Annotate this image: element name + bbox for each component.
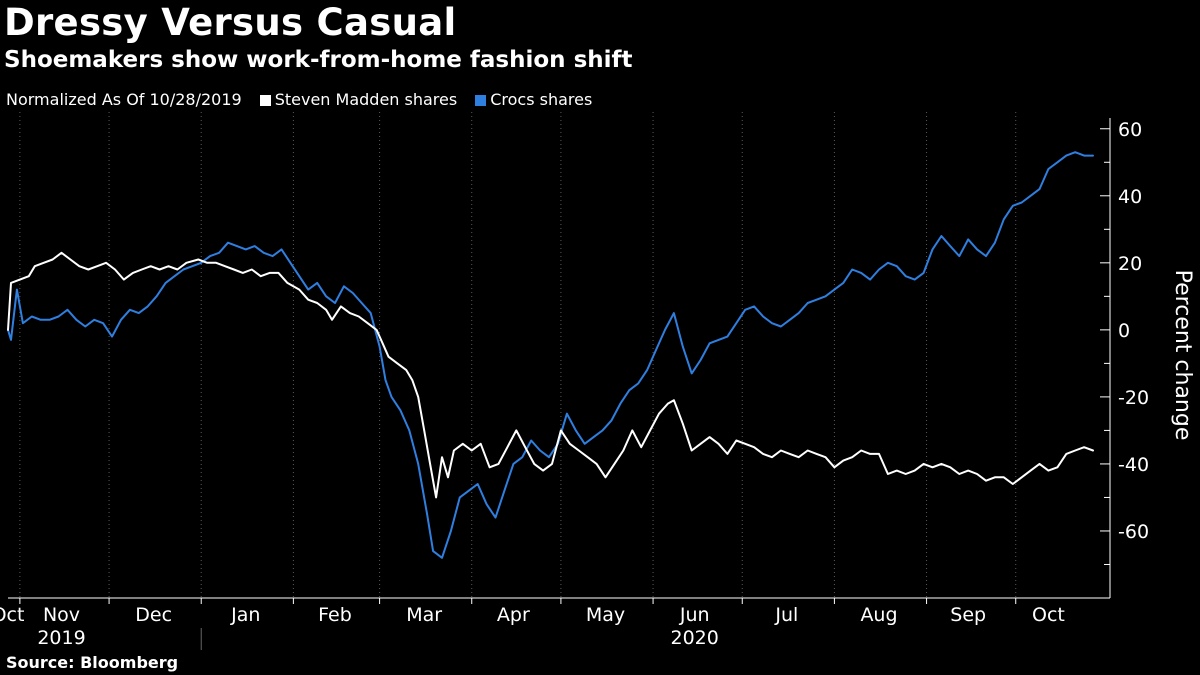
axes: 60 40 20 0 -20 -40 -60 Percent change Oct Nov Dec J… (0, 118, 1195, 650)
legend-label-crocs: Crocs shares (490, 90, 593, 109)
source-note: Source: Bloomberg (6, 653, 179, 672)
series-lines (7, 151, 1094, 559)
y-tick-label: -60 (1118, 521, 1149, 543)
y-tick-label: 20 (1118, 253, 1142, 275)
x-month-label: Jun (679, 604, 710, 626)
x-month-label: May (586, 604, 625, 626)
x-month-label: Jan (230, 604, 260, 626)
grid-lines (19, 112, 1017, 598)
x-month-label: Mar (406, 604, 442, 626)
y-tick-label: -20 (1118, 387, 1149, 409)
legend-item-crocs: Crocs shares (475, 89, 592, 111)
x-month-label: Oct (0, 604, 24, 626)
y-tick-label: -40 (1118, 454, 1149, 476)
legend-note: Normalized As Of 10/28/2019 (6, 89, 242, 111)
legend: Normalized As Of 10/28/2019 Steven Madde… (6, 89, 610, 111)
y-tick-label: 0 (1118, 320, 1130, 342)
x-month-label: Nov (43, 604, 80, 626)
x-month-label: Aug (860, 604, 897, 626)
y-tick-label: 60 (1118, 119, 1142, 141)
x-month-label: Feb (318, 604, 352, 626)
x-month-label: Dec (135, 604, 172, 626)
crocs-sharesline (7, 151, 1094, 559)
legend-note-label: Normalized As Of 10/28/2019 (6, 90, 242, 109)
chart-subtitle: Shoemakers show work-from-home fashion s… (4, 47, 633, 73)
x-month-label: Oct (1032, 604, 1065, 626)
x-month-label: Jul (774, 604, 798, 626)
legend-swatch-crocs (475, 94, 487, 106)
legend-item-steven-madden: Steven Madden shares (259, 89, 458, 111)
x-month-label: Apr (497, 604, 530, 626)
x-year-label: 2020 (671, 627, 719, 649)
legend-swatch-steven-madden (259, 94, 271, 106)
steven-madden-sharesline (7, 251, 1094, 499)
chart-title: Dressy Versus Casual (4, 1, 457, 44)
x-month-label: Sep (950, 604, 986, 626)
legend-label-steven-madden: Steven Madden shares (274, 90, 458, 109)
y-tick-label: 40 (1118, 186, 1142, 208)
y-axis-label: Percent change (1170, 270, 1195, 441)
x-year-label: 2019 (37, 627, 85, 649)
